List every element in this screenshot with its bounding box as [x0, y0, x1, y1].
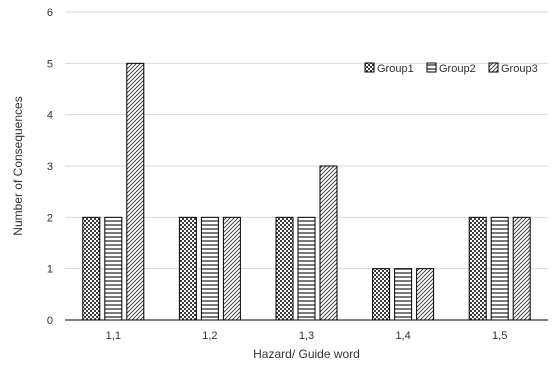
bar-group3	[126, 62, 145, 321]
bar-group1	[468, 216, 487, 321]
bar-group3	[512, 216, 531, 321]
bar-group2	[297, 216, 316, 321]
y-tick-label: 6	[47, 7, 53, 19]
bar-group1	[372, 268, 391, 321]
bar-group1	[82, 216, 101, 321]
x-tick-label: 1,4	[395, 330, 410, 342]
y-axis-title: Number of Consequences	[11, 96, 25, 235]
legend-label-group3: Group3	[501, 63, 538, 75]
legend-swatch-group3	[488, 62, 499, 73]
legend-label-group1: Group1	[377, 63, 414, 75]
y-tick-label: 4	[47, 110, 53, 122]
y-tick-label: 1	[47, 264, 53, 276]
bar-group1	[275, 216, 294, 321]
bar-group2	[490, 216, 509, 321]
legend: Group1 Group2 Group3	[364, 62, 538, 75]
x-tick-labels: 1,1 1,2 1,3 1,4 1,5	[106, 330, 508, 342]
x-tick-label: 1,5	[492, 330, 507, 342]
legend-swatch-group2	[426, 62, 437, 73]
y-tick-label: 3	[47, 161, 53, 173]
bar-group2	[394, 268, 413, 321]
y-tick-labels: 0 1 2 3 4 5 6	[47, 7, 53, 327]
legend-label-group2: Group2	[439, 63, 476, 75]
legend-swatch-group1	[364, 62, 375, 73]
bar-group3	[416, 268, 435, 321]
bar-group3	[222, 216, 241, 321]
bars	[82, 62, 531, 321]
y-tick-label: 2	[47, 212, 53, 224]
x-tick-label: 1,3	[299, 330, 314, 342]
bar-group3	[319, 165, 338, 321]
y-tick-label: 5	[47, 58, 53, 70]
y-tick-label: 0	[47, 315, 53, 327]
bar-group2	[104, 216, 123, 321]
x-tick-label: 1,1	[106, 330, 121, 342]
gridlines	[65, 11, 548, 270]
x-tick-label: 1,2	[202, 330, 217, 342]
bar-group1	[178, 216, 197, 321]
x-axis-title: Hazard/ Guide word	[253, 347, 360, 361]
bar-group2	[200, 216, 219, 321]
